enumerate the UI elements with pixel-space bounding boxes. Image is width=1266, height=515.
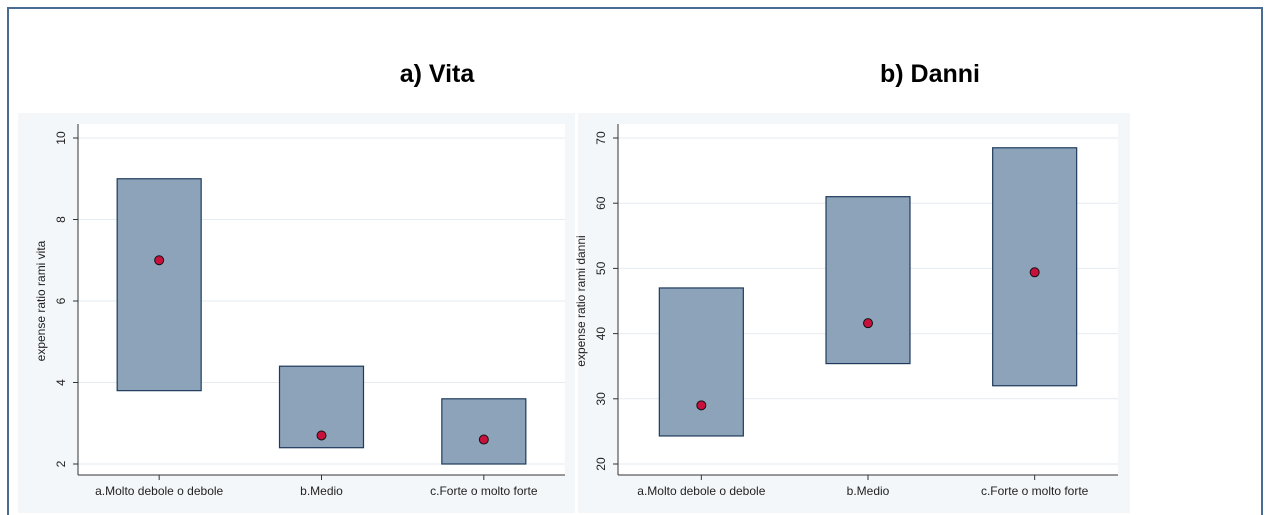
y-tick-label: 2 (54, 460, 68, 467)
range-box (992, 147, 1078, 387)
range-box (658, 287, 744, 437)
chart-title: a) Vita (400, 60, 476, 88)
range-box (825, 196, 911, 365)
y-tick-label: 4 (54, 379, 68, 386)
point-marker (863, 318, 873, 329)
chart-title: b) Danni (880, 60, 980, 88)
y-tick-label: 30 (594, 392, 608, 406)
y-tick-label: 40 (594, 327, 608, 341)
frame (7, 7, 1263, 515)
y-tick-label: 50 (594, 261, 608, 275)
point-marker (154, 255, 165, 266)
x-tick-label: c.Forte o molto forte (981, 484, 1089, 498)
y-tick-label: 70 (594, 131, 608, 145)
range-box (441, 398, 527, 465)
y-tick-label: 20 (594, 457, 608, 471)
x-tick-label: b.Medio (847, 484, 890, 498)
y-tick-label: 8 (54, 216, 68, 223)
y-axis-label: expense ratio rami danni (574, 235, 588, 366)
y-tick-label: 6 (54, 297, 68, 304)
x-tick-label: b.Medio (300, 484, 343, 498)
y-tick-label: 10 (54, 131, 68, 145)
point-marker (1029, 267, 1040, 278)
point-marker (478, 434, 489, 445)
y-axis-label: expense ratio rami vita (34, 240, 48, 361)
point-marker (316, 430, 327, 441)
point-marker (696, 400, 707, 411)
x-tick-label: c.Forte o molto forte (430, 484, 538, 498)
y-tick-label: 60 (594, 196, 608, 210)
x-tick-label: a.Molto debole o debole (637, 484, 765, 498)
x-tick-label: a.Molto debole o debole (95, 484, 223, 498)
range-box (116, 178, 202, 392)
